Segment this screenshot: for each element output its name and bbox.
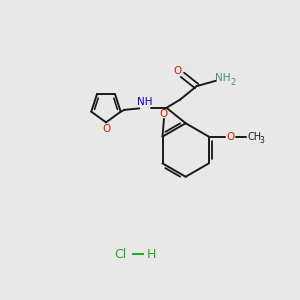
Text: H: H (147, 248, 156, 260)
Text: Cl: Cl (114, 248, 126, 260)
Text: O: O (173, 66, 181, 76)
Text: O: O (160, 109, 168, 119)
Text: CH: CH (247, 132, 261, 142)
Text: 3: 3 (260, 136, 265, 145)
Text: NH: NH (215, 74, 231, 83)
Text: 2: 2 (230, 78, 236, 87)
Text: O: O (102, 124, 110, 134)
Text: NH: NH (137, 98, 153, 107)
Text: O: O (226, 132, 235, 142)
